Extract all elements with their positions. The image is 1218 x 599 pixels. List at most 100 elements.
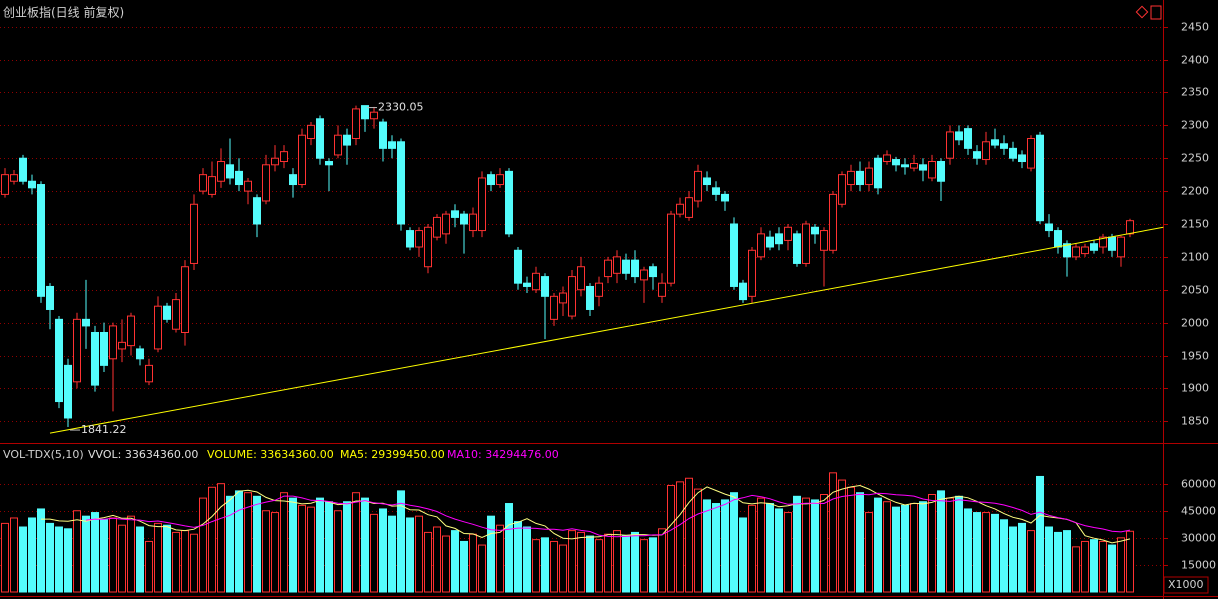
volume-bar	[127, 515, 135, 593]
volume-bar	[703, 499, 711, 593]
candle-body	[865, 167, 873, 186]
volume-bar	[865, 512, 873, 593]
candle-body	[46, 285, 54, 310]
volume-bar	[406, 517, 414, 593]
candle-body	[1009, 147, 1017, 159]
volume-bar	[1000, 519, 1008, 593]
legend-entry: MA10: 34294476.00	[447, 448, 559, 461]
volume-bar	[694, 488, 702, 593]
candle-body	[109, 325, 117, 360]
legend-entry: VVOL: 33634360.00	[88, 448, 198, 461]
candle-body	[136, 348, 144, 360]
volume-bar	[496, 524, 504, 593]
volume-bar	[1099, 540, 1107, 593]
volume-bar	[973, 512, 981, 593]
candle-body	[532, 272, 540, 291]
candle-body	[802, 223, 810, 264]
candle-body	[721, 193, 729, 202]
candle-body	[811, 226, 819, 235]
volume-bar	[280, 492, 288, 593]
candle-body	[1027, 137, 1035, 169]
volume-bar	[1072, 546, 1080, 593]
candle-body	[838, 174, 846, 205]
volume-bar	[1045, 526, 1053, 593]
volume-bar	[784, 512, 792, 593]
candle-body	[28, 180, 36, 189]
candle-body	[667, 213, 675, 284]
volume-bar	[397, 490, 405, 593]
volume-bar	[505, 503, 513, 593]
icon-window[interactable]	[1150, 5, 1162, 20]
candle-body	[550, 295, 558, 320]
candle-body	[145, 364, 153, 383]
volume-bar	[325, 501, 333, 593]
volume-bar	[622, 535, 630, 593]
candle-body	[73, 318, 81, 383]
volume-bar	[370, 513, 378, 593]
volume-bar	[343, 501, 351, 593]
volume-bar	[154, 522, 162, 593]
ma-line	[41, 484, 1131, 544]
icon-diamond[interactable]	[1135, 5, 1149, 19]
candle-body	[658, 282, 666, 297]
candle-body	[577, 266, 585, 291]
candle-body	[1117, 236, 1125, 258]
volume-bar	[748, 504, 756, 593]
volume-bar	[307, 506, 315, 593]
volume-bar	[739, 517, 747, 593]
volume-bar	[1009, 526, 1017, 593]
volume-bar	[208, 486, 216, 593]
candle-body	[235, 170, 243, 186]
volume-bar	[424, 531, 432, 593]
candle-body	[190, 203, 198, 264]
volume-bar	[82, 515, 90, 593]
volume-bar	[721, 499, 729, 593]
candle-body	[1099, 236, 1107, 248]
volume-bar	[271, 512, 279, 593]
volume-bar	[730, 492, 738, 593]
y-tick-label: 2400	[1181, 54, 1209, 67]
volume-bar	[676, 481, 684, 593]
candle-body	[451, 210, 459, 218]
volume-bar	[829, 472, 837, 593]
candle-body	[100, 331, 108, 366]
volume-bar	[37, 508, 45, 593]
volume-bar	[109, 517, 117, 593]
legend-entry: MA5: 29399450.00	[340, 448, 445, 461]
candle-body	[748, 249, 756, 297]
annotation-label: 1841.22	[81, 423, 127, 436]
volume-bar	[856, 492, 864, 593]
candle-body	[829, 193, 837, 251]
volume-bar	[793, 495, 801, 593]
volume-bar	[10, 517, 18, 593]
volume-bar	[874, 497, 882, 593]
candle-body	[712, 187, 720, 195]
candle-body	[982, 141, 990, 161]
volume-bar	[118, 524, 126, 593]
volume-bar	[658, 528, 666, 593]
volume-bar	[1, 522, 9, 593]
volume-bar	[73, 510, 81, 593]
volume-bar	[190, 533, 198, 593]
volume-bar	[802, 497, 810, 593]
volume-bar	[253, 495, 261, 593]
candle-body	[19, 157, 27, 182]
volume-bar	[1126, 530, 1134, 593]
volume-bar	[991, 513, 999, 593]
candle-body	[289, 174, 297, 186]
candle-body	[388, 141, 396, 149]
y-tick-label: 1850	[1181, 415, 1209, 428]
volume-bar	[541, 537, 549, 593]
candle-body	[127, 315, 135, 347]
volume-bar	[649, 537, 657, 593]
candle-body	[469, 213, 477, 232]
volume-bar	[712, 503, 720, 593]
ma-line	[85, 492, 1131, 538]
candle-body	[262, 164, 270, 202]
y-tick-label: 1950	[1181, 350, 1209, 363]
volume-bar	[1108, 544, 1116, 593]
volume-bar	[91, 512, 99, 593]
candle-body	[406, 230, 414, 248]
candle-body	[901, 164, 909, 168]
